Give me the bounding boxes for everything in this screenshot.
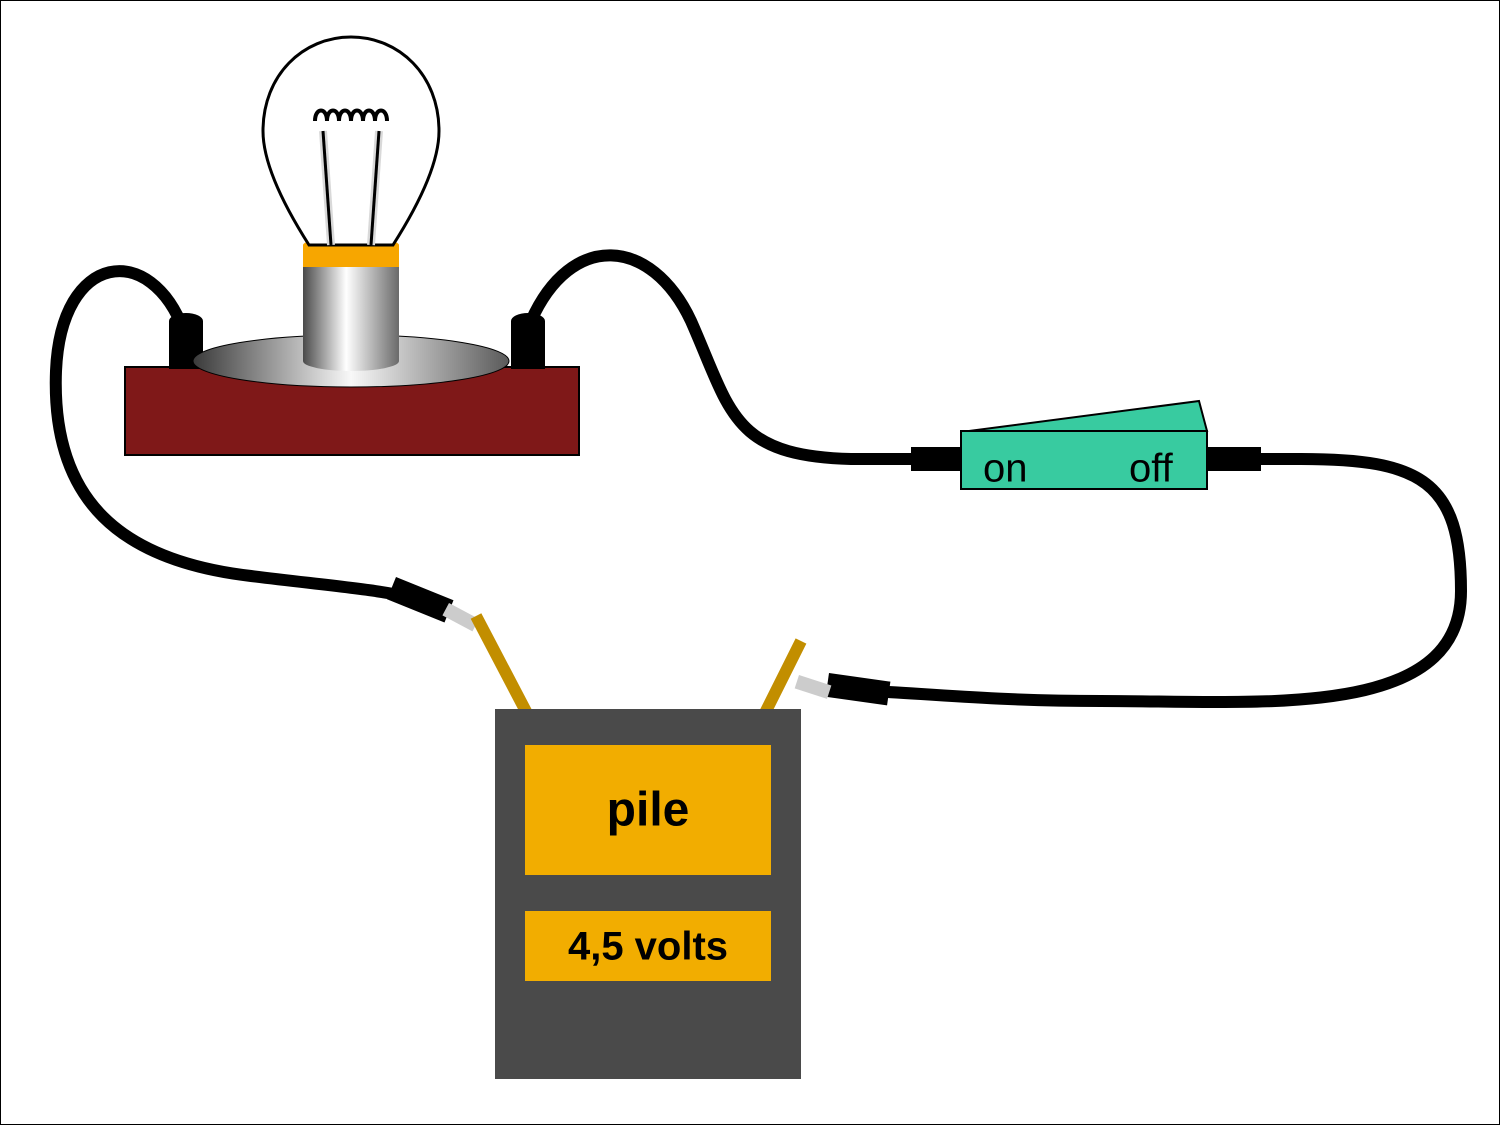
wire-bulb-to-switch [531, 255, 961, 459]
wire-connector-right [826, 673, 891, 705]
wire-tip-left [442, 603, 479, 631]
switch-off-label: off [1129, 447, 1174, 491]
wires [56, 255, 1461, 705]
battery-terminal-left [476, 616, 531, 721]
battery: pile 4,5 volts [476, 616, 801, 1079]
wire-tip-right [795, 675, 832, 699]
bulb-glass [263, 37, 439, 245]
circuit-svg: pile 4,5 volts on off [1, 1, 1500, 1126]
bulb-terminal-right [511, 313, 545, 369]
battery-label-2: 4,5 volts [568, 925, 728, 969]
switch-on-label: on [983, 447, 1028, 491]
switch-flap [961, 401, 1207, 431]
wire-switch-to-battery [861, 459, 1461, 702]
bulb-assembly [125, 37, 579, 455]
battery-label-1: pile [607, 784, 690, 837]
bulb-socket-cylinder-bottom [303, 351, 399, 371]
wire-connector-switch-right [1201, 447, 1261, 471]
circuit-canvas: pile 4,5 volts on off [0, 0, 1500, 1125]
bulb-socket-cylinder [303, 265, 399, 361]
switch[interactable]: on off [961, 401, 1207, 491]
